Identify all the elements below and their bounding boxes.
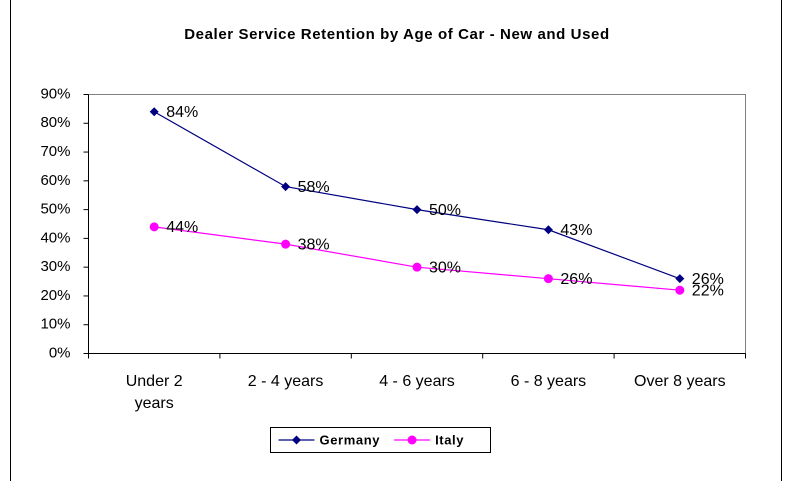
data-label: 84% xyxy=(166,104,198,121)
data-label: 30% xyxy=(429,259,461,276)
legend-label: Italy xyxy=(435,432,464,447)
legend-marker xyxy=(292,435,301,445)
y-tick-label: 70% xyxy=(40,143,70,160)
x-tick-label: 2 - 4 years xyxy=(247,373,324,390)
legend-marker xyxy=(407,435,417,445)
x-tick-label: Over 8 years xyxy=(634,373,726,390)
data-point xyxy=(149,107,159,117)
data-label: 50% xyxy=(429,202,461,219)
y-tick-label: 10% xyxy=(40,316,70,333)
data-point xyxy=(543,225,553,235)
data-point xyxy=(675,274,685,284)
data-point xyxy=(412,205,422,215)
x-tick-label: 4 - 6 years xyxy=(379,373,455,390)
series-line xyxy=(153,111,681,280)
series-line xyxy=(154,226,680,291)
data-label: 26% xyxy=(692,271,724,288)
legend-label: Germany xyxy=(320,432,381,447)
y-tick-label: 50% xyxy=(40,201,70,218)
y-tick-label: 40% xyxy=(40,229,70,246)
data-label: 22% xyxy=(692,282,724,299)
data-point xyxy=(675,285,685,295)
data-point xyxy=(543,274,553,284)
data-label: 26% xyxy=(560,271,592,288)
y-tick-label: 80% xyxy=(40,114,70,131)
data-point xyxy=(149,222,159,232)
y-tick-label: 0% xyxy=(49,344,71,361)
data-point xyxy=(412,262,422,272)
data-label: 43% xyxy=(560,222,592,239)
y-tick-label: 20% xyxy=(40,287,70,304)
x-tick-label: 6 - 8 years xyxy=(510,373,587,390)
data-label: 44% xyxy=(166,219,198,236)
data-point xyxy=(281,239,291,249)
x-tick-label: Under 2 years xyxy=(125,373,183,412)
data-label: 58% xyxy=(298,179,330,196)
y-tick-label: 30% xyxy=(40,258,70,275)
y-tick-label: 90% xyxy=(40,85,70,102)
data-point xyxy=(281,182,291,192)
chart-title: Dealer Service Retention by Age of Car -… xyxy=(184,26,610,43)
y-tick-label: 60% xyxy=(40,172,70,189)
data-label: 38% xyxy=(298,236,330,253)
